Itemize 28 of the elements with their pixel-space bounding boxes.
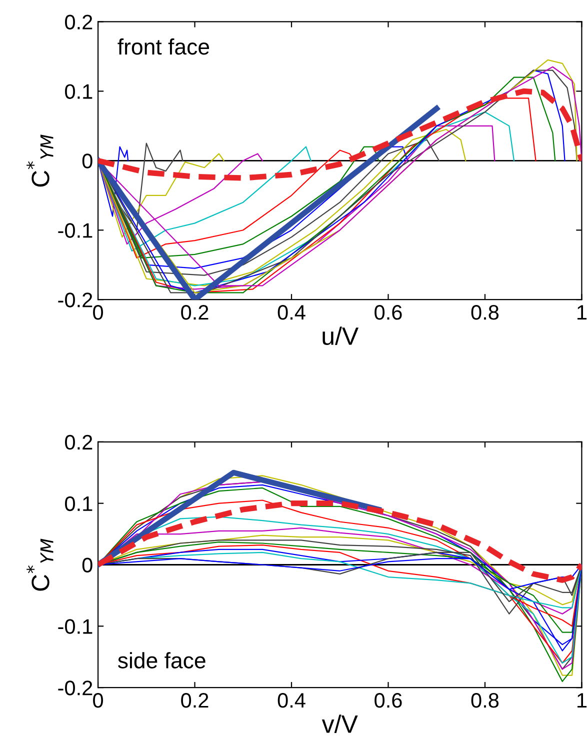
x-tick-label: 0	[93, 692, 104, 708]
x-axis-title: u/V	[322, 326, 359, 346]
x-tick-label: 0.4	[278, 692, 306, 708]
x-tick-label: 0	[93, 305, 104, 320]
x-tick-label: 0.4	[278, 305, 306, 320]
y-tick-label: 0	[82, 558, 92, 572]
x-tick-label: 1	[578, 693, 586, 708]
y-tick-label: -0.1	[58, 223, 92, 238]
x-tick-label: 1	[578, 305, 586, 320]
y-tick-label: -0.1	[58, 619, 92, 634]
y-tick-label: 0.2	[65, 14, 92, 30]
x-tick-label: 0.6	[374, 305, 402, 320]
y-tick-label: -0.2	[58, 680, 92, 696]
y-tick-label: -0.2	[58, 292, 92, 308]
y-tick-label: 0.1	[65, 84, 92, 99]
y-tick-label: 0	[82, 154, 92, 168]
annotation: front face	[118, 38, 210, 55]
annotation: side face	[118, 652, 206, 668]
y-axis-title: C$^{*}$$_{YM}$	[26, 134, 54, 187]
x-tick-label: 0.6	[374, 692, 402, 708]
y-tick-label: 0.2	[65, 434, 92, 450]
y-axis-title: C$^{*}$$_{YM}$	[26, 538, 54, 591]
x-tick-label: 0.2	[181, 692, 208, 708]
x-tick-label: 0.2	[181, 305, 208, 320]
x-tick-label: 0.8	[471, 692, 499, 708]
x-axis-title: v/V	[322, 714, 358, 734]
y-tick-label: 0.1	[65, 496, 92, 512]
x-tick-label: 0.8	[471, 305, 499, 320]
